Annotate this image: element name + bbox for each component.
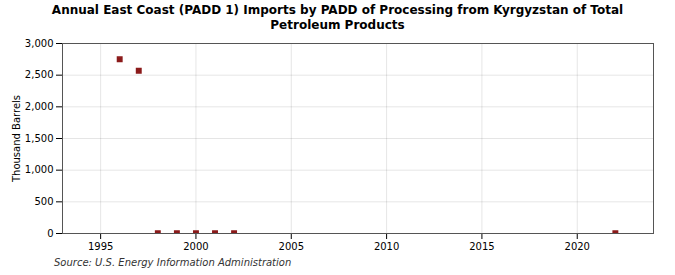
svg-text:2,500: 2,500 [25, 69, 54, 80]
svg-text:1995: 1995 [88, 241, 113, 252]
html-text:Source: U.S. Energy Informatio: Source: U.S. Energy Information Administ… [54, 257, 292, 268]
svg-text:2,000: 2,000 [25, 101, 54, 112]
svg-text:1,500: 1,500 [25, 133, 54, 144]
svg-text:2010: 2010 [374, 241, 399, 252]
html-text:Annual East Coast (PADD 1) Imp: Annual East Coast (PADD 1) Imports by PA… [51, 3, 624, 32]
svg-text:2000: 2000 [183, 241, 208, 252]
svg-text:3,000: 3,000 [25, 38, 54, 49]
svg-text:1,000: 1,000 [25, 164, 54, 175]
svg-text:0: 0 [47, 228, 53, 239]
svg-text:500: 500 [34, 196, 53, 207]
svg-text:2020: 2020 [565, 241, 590, 252]
svg-text:Thousand Barrels: Thousand Barrels [11, 95, 22, 183]
svg-text:2005: 2005 [279, 241, 304, 252]
svg-text:2015: 2015 [469, 241, 494, 252]
